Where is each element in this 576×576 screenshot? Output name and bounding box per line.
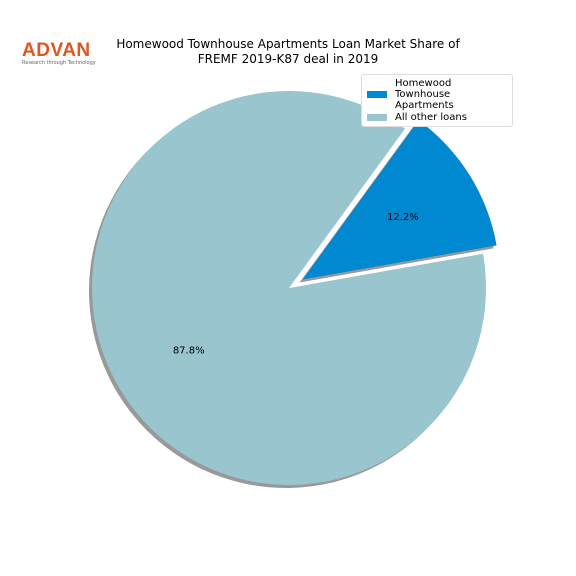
pie-slice (91, 90, 487, 485)
slice-label: 87.8% (173, 346, 205, 357)
legend: Homewood Townhouse Apartments All other l… (361, 74, 513, 127)
legend-swatch (367, 91, 387, 98)
legend-label: All other loans (395, 112, 467, 123)
logo-tagline: Research through Technology (22, 60, 96, 66)
logo: ADVAN (22, 40, 91, 61)
chart-title: Homewood Townhouse Apartments Loan Marke… (116, 37, 460, 66)
legend-label: Homewood Townhouse Apartments (395, 78, 454, 111)
legend-entry: All other loans (367, 112, 507, 123)
legend-swatch (367, 114, 387, 121)
slice-label: 12.2% (387, 212, 419, 223)
pie-slice (302, 120, 497, 280)
legend-entry: Homewood Townhouse Apartments (367, 78, 507, 111)
